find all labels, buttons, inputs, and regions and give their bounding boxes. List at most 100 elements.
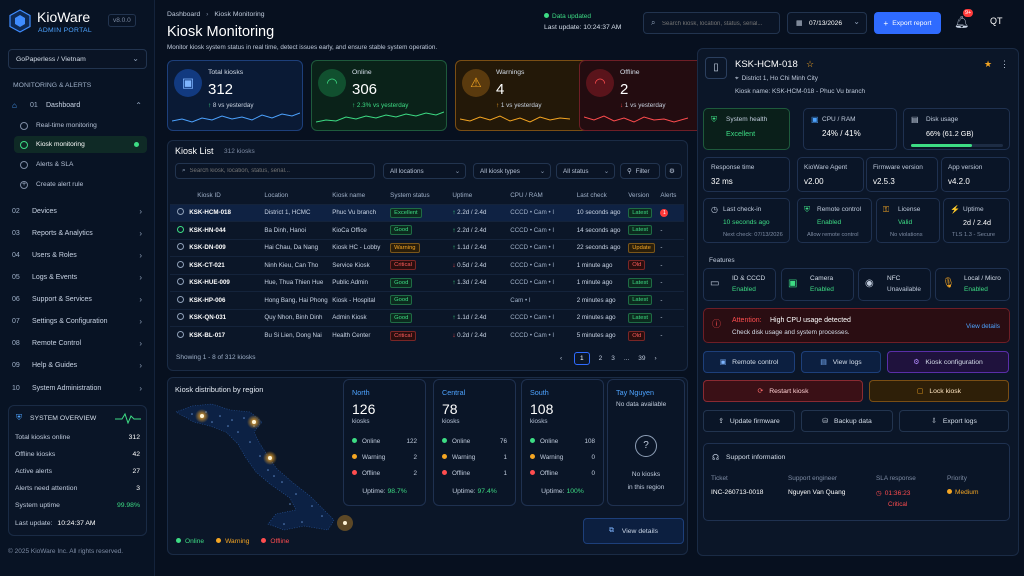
row-select[interactable] <box>170 273 190 292</box>
column-header[interactable]: Uptime <box>452 191 473 199</box>
org-selector[interactable]: GoPaperless / Vietnam ⌄ <box>8 49 147 69</box>
column-header[interactable]: Last check <box>576 191 607 199</box>
nav-item-remote-control[interactable]: 08 Remote Control › <box>8 334 148 352</box>
column-header[interactable]: CPU / RAM <box>510 191 543 199</box>
prev-page-icon[interactable]: ‹ <box>560 354 563 362</box>
avatar[interactable]: QT <box>990 16 1003 26</box>
export-report-button[interactable]: + Export report <box>874 12 941 34</box>
stat-card-offline[interactable]: ◠ Offline 2 ↓ 1 vs yesterday <box>579 60 715 131</box>
backup-data-button[interactable]: ⛁ Backup data <box>801 410 893 432</box>
nav-item-logs-events[interactable]: 05 Logs & Events › <box>8 268 148 286</box>
row-select[interactable] <box>170 326 190 344</box>
region-card-north[interactable]: North 126 kiosks Online 122 Warning 2 Offline 2 U… <box>343 379 426 506</box>
stat-card-warnings[interactable]: ⚠ Warnings 4 ↑ 1 vs yesterday <box>455 60 591 131</box>
restart-kiosk-button[interactable]: ⟳ Restart kiosk <box>703 380 863 402</box>
radio-icon[interactable] <box>177 243 184 251</box>
notifications-button[interactable]: 🔔︎ 9+ <box>952 9 974 32</box>
radio-icon[interactable] <box>177 225 184 233</box>
nav-item-reports-analytics[interactable]: 03 Reports & Analytics › <box>8 224 148 242</box>
kiosk-configuration-button[interactable]: ⚙ Kiosk configuration <box>887 351 1009 373</box>
table-row[interactable]: KSK-BL-017 Bu Si Lien, Dong Nai Health Cen… <box>170 326 684 344</box>
column-header[interactable]: Alerts <box>660 191 677 199</box>
view-logs-button[interactable]: ▤ View logs <box>801 351 881 373</box>
radio-icon[interactable] <box>177 208 184 216</box>
kiosk-id[interactable]: KSK-BL-017 <box>189 326 265 344</box>
nav-item-dashboard[interactable]: ⌂ 01 Dashboard ⌃ <box>8 96 148 114</box>
status-badge: Excellent <box>390 207 422 218</box>
column-header[interactable]: Kiosk ID <box>197 191 221 199</box>
update-firmware-button[interactable]: ⇪ Update firmware <box>703 410 795 432</box>
more-icon[interactable]: ⋮ <box>1000 59 1009 69</box>
page-button[interactable]: 39 <box>638 354 646 362</box>
row-select[interactable] <box>170 256 190 274</box>
row-select[interactable] <box>170 238 190 257</box>
ticket-id[interactable]: INC-260713-0018 <box>711 489 764 496</box>
sidebar-item-real-time[interactable]: Real-time monitoring <box>14 117 147 134</box>
kiosk-id[interactable]: KSK-HCM-018 <box>189 203 265 222</box>
radio-icon[interactable] <box>177 278 184 286</box>
page-button[interactable]: 1 <box>574 351 590 365</box>
date-picker[interactable]: ▦ 07/13/2026 ⌄ <box>787 12 867 34</box>
remote-control-button[interactable]: ▣ Remote control <box>703 351 795 373</box>
filter-button[interactable]: ⚲ Filter <box>620 163 660 179</box>
radio-icon[interactable] <box>177 260 184 268</box>
page-button[interactable]: 3 <box>611 354 615 362</box>
attention-view-details[interactable]: View details <box>966 323 1000 330</box>
table-row[interactable]: KSK-QN-031 Quy Nhon, Binh Dinh Admin Kiosk… <box>170 308 684 327</box>
sidebar-item-kiosk-monitoring[interactable]: Kiosk monitoring <box>14 136 147 153</box>
row-select[interactable] <box>170 308 190 327</box>
row-select[interactable] <box>170 221 190 239</box>
region-card-central[interactable]: Central 78 kiosks Online 76 Warning 1 Offline 1 U… <box>433 379 516 506</box>
status-filter[interactable]: All status ⌄ <box>556 163 615 179</box>
table-row[interactable]: KSK-DN-009 Hai Chau, Da Nang Kiosk HC - Lo… <box>170 238 684 257</box>
sidebar-item-create-alert-rule[interactable]: + Create alert rule <box>14 176 147 193</box>
kiosk-id[interactable]: KSK-CT-021 <box>189 256 265 274</box>
header-search[interactable]: ⌕ <box>643 12 780 34</box>
star-outline-icon[interactable]: ☆ <box>806 59 815 69</box>
stat-label: Online <box>352 69 372 76</box>
nav-item-devices[interactable]: 02 Devices › <box>8 202 148 220</box>
column-header[interactable]: System status <box>390 191 430 199</box>
stat-card-total[interactable]: ▣ Total kiosks 312 ↑ 8 vs yesterday <box>167 60 303 131</box>
sidebar-item-alerts-sla[interactable]: Alerts & SLA <box>14 156 147 173</box>
kiosk-id[interactable]: KSK-HP-006 <box>189 291 265 309</box>
kiosk-id[interactable]: KSK-HUE-009 <box>189 273 265 292</box>
nav-item-users-roles[interactable]: 04 Users & Roles › <box>8 246 148 264</box>
breadcrumb-dashboard[interactable]: Dashboard <box>167 11 201 18</box>
nav-item-support-services[interactable]: 06 Support & Services › <box>8 290 148 308</box>
column-header[interactable]: Kiosk name <box>332 191 366 199</box>
region-card-south[interactable]: South 108 kiosks Online 108 Warning 0 Offline 0 U… <box>521 379 604 506</box>
column-header[interactable]: Location <box>264 191 289 199</box>
nav-item-system-administration[interactable]: 10 System Administration › <box>8 379 148 397</box>
table-row[interactable]: KSK-CT-021 Ninh Kieu, Can Tho Service Kios… <box>170 256 684 274</box>
location-filter[interactable]: All locations ⌄ <box>383 163 466 179</box>
radio-icon[interactable] <box>177 331 184 338</box>
row-select[interactable] <box>170 203 190 222</box>
settings-button[interactable]: ⚙ <box>665 163 682 179</box>
page-button[interactable]: 2 <box>598 354 603 362</box>
table-row[interactable]: KSK-HN-044 Ba Dinh, Hanoi KioCa Office Good… <box>170 221 684 239</box>
kiosk-id[interactable]: KSK-HN-044 <box>189 221 265 239</box>
stat-card-online[interactable]: ◠ Online 306 ↑ 2.3% vs yesterday <box>311 60 447 131</box>
kiosk-search[interactable]: ⌕ <box>175 163 375 179</box>
table-row[interactable]: KSK-HP-006 Hong Bang, Hai Phong Kiosk - Ho… <box>170 291 684 309</box>
next-page-icon[interactable]: › <box>654 354 657 362</box>
export-logs-button[interactable]: ⇩ Export logs <box>899 410 1009 432</box>
nav-item-help-guides[interactable]: 09 Help & Guides › <box>8 356 148 374</box>
table-row[interactable]: KSK-HCM-018 District 1, HCMC Phuc Vu branc… <box>170 203 684 222</box>
row-select[interactable] <box>170 291 190 309</box>
radio-icon[interactable] <box>177 313 184 321</box>
star-icon[interactable]: ★ <box>984 59 993 69</box>
kiosk-name: Kiosk - Hospital <box>332 291 391 309</box>
kiosk-search-input[interactable] <box>189 168 368 174</box>
table-row[interactable]: KSK-HUE-009 Hue, Thua Thien Hue Public Adm… <box>170 273 684 292</box>
kiosk-id[interactable]: KSK-DN-009 <box>189 238 265 257</box>
header-search-input[interactable] <box>662 17 777 30</box>
kiosk-id[interactable]: KSK-QN-031 <box>189 308 265 327</box>
lock-kiosk-button[interactable]: ▢ Lock kiosk <box>869 380 1009 402</box>
nav-item-settings-configuration[interactable]: 07 Settings & Configuration › <box>8 312 148 330</box>
type-filter[interactable]: All kiosk types ⌄ <box>473 163 551 179</box>
radio-icon[interactable] <box>177 295 184 303</box>
region-view-details-button[interactable]: ⧉ View details <box>583 518 684 544</box>
column-header[interactable]: Version <box>628 191 650 199</box>
